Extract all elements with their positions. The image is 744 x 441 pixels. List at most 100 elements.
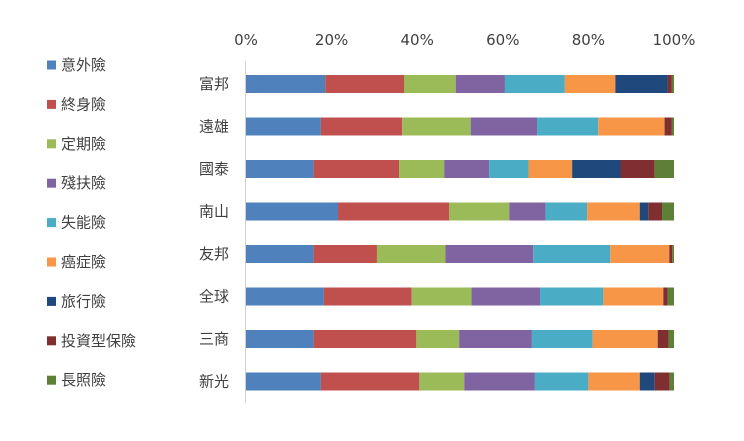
category-label: 全球 [199, 288, 229, 306]
bar-segment [504, 75, 565, 93]
legend-swatch [47, 178, 56, 188]
bar-segment [246, 330, 314, 348]
bar-segment [654, 372, 670, 391]
category-label: 南山 [199, 203, 229, 221]
legend-swatch [47, 336, 56, 346]
bar-segment [664, 117, 672, 136]
bar-segment [537, 117, 599, 136]
bar-segment [325, 75, 405, 93]
category-label: 遠雄 [199, 118, 229, 136]
bar-segment [528, 160, 573, 178]
legend-label: 意外險 [61, 56, 106, 74]
bar-segment [313, 160, 400, 178]
legend-label: 投資型保險 [61, 332, 136, 350]
x-axis-ticks: 0% 20% 40% 60% 80% 100% [234, 31, 695, 49]
bar-segment [667, 75, 672, 93]
bar-segment [531, 330, 593, 348]
bar-segment [399, 160, 445, 178]
bar-segment [449, 202, 510, 221]
bar-segment [671, 75, 674, 93]
legend-swatch [47, 60, 56, 70]
x-tick-label: 20% [315, 31, 348, 49]
legend-swatch [47, 139, 56, 149]
bar-segment [323, 287, 412, 306]
bar-segment [246, 372, 321, 391]
legend-swatch [47, 296, 56, 306]
bar-segment [540, 287, 604, 306]
category-label: 新光 [199, 373, 229, 391]
bar-segment [603, 287, 664, 306]
category-label: 三商 [199, 330, 229, 348]
bar-segment [669, 245, 673, 263]
bar-segment [587, 202, 640, 221]
bar-segment [533, 245, 611, 263]
bar-segment [246, 245, 314, 263]
x-tick-label: 100% [653, 31, 696, 49]
bar-segment [445, 245, 534, 263]
bar-segment [534, 372, 589, 391]
bar-segment [376, 245, 446, 263]
bar-segment [671, 117, 674, 136]
bar-segment [489, 160, 529, 178]
bar-segment [455, 75, 505, 93]
bar-segment [648, 202, 663, 221]
legend-swatch [47, 218, 56, 228]
bar-segment [657, 330, 669, 348]
bar-segment [471, 287, 541, 306]
bar-segment [320, 372, 420, 391]
bar-segment [402, 117, 471, 136]
bar-segment [610, 245, 670, 263]
x-tick-label: 40% [401, 31, 434, 49]
bar-segment [313, 245, 377, 263]
legend-swatch [47, 99, 56, 109]
bar-segment [663, 287, 668, 306]
x-tick-label: 80% [572, 31, 605, 49]
category-label: 友邦 [199, 245, 229, 263]
bar-segment [246, 287, 324, 306]
legend-label: 定期險 [61, 135, 106, 153]
legend-label: 旅行險 [61, 292, 106, 310]
plot-area [246, 75, 674, 391]
bar-segment [416, 330, 460, 348]
bar-segment [662, 202, 674, 221]
bar-segment [615, 75, 668, 93]
legend-label: 終身險 [61, 95, 106, 113]
bar-segment [419, 372, 465, 391]
category-label: 富邦 [199, 75, 229, 93]
bar-segment [464, 372, 535, 391]
bar-segment [246, 202, 339, 221]
bar-segment [246, 75, 326, 93]
bar-segment [313, 330, 417, 348]
bar-segment [598, 117, 665, 136]
bar-segment [459, 330, 532, 348]
bar-segment [338, 202, 450, 221]
legend-swatch [47, 375, 56, 385]
bar-segment [572, 160, 621, 178]
legend-label: 長照險 [61, 371, 106, 389]
bar-segment [411, 287, 472, 306]
bar-segment [320, 117, 403, 136]
bar-segment [404, 75, 456, 93]
bar-segment [654, 160, 674, 178]
bar-segment [564, 75, 616, 93]
legend-label: 失能險 [61, 214, 106, 232]
bar-segment [639, 372, 655, 391]
bar-segment [620, 160, 655, 178]
bar-segment [668, 330, 674, 348]
x-tick-label: 0% [234, 31, 258, 49]
bar-segment [588, 372, 640, 391]
bar-segment [545, 202, 588, 221]
legend-label: 癌症險 [61, 253, 106, 271]
category-label: 國泰 [199, 160, 229, 178]
bar-segment [669, 372, 674, 391]
bar-segment [667, 287, 674, 306]
x-tick-label: 60% [486, 31, 519, 49]
bar-segment [470, 117, 538, 136]
legend-swatch [47, 257, 56, 267]
bar-segment [246, 160, 314, 178]
bar-segment [592, 330, 658, 348]
bar-segment [672, 245, 674, 263]
bar-segment [246, 117, 321, 136]
